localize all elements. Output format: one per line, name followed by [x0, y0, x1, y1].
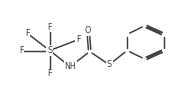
Text: F: F [76, 35, 81, 44]
Text: F: F [19, 46, 23, 55]
Text: F: F [47, 23, 52, 32]
Text: F: F [47, 69, 52, 78]
Text: NH: NH [64, 62, 76, 71]
Text: S: S [107, 60, 112, 69]
Text: O: O [85, 26, 91, 35]
Text: F: F [25, 29, 30, 38]
Text: S: S [47, 46, 52, 55]
